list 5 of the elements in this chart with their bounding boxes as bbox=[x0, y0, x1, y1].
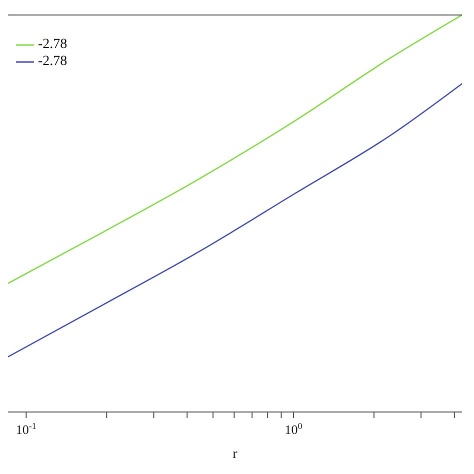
x-axis-title: r bbox=[232, 447, 238, 462]
x-tick-label: 10$^{-1}$ bbox=[16, 421, 36, 437]
legend-label: -2.78 bbox=[38, 53, 68, 70]
x-tick-label: 10$^{0}$ bbox=[284, 421, 303, 437]
legend-label: -2.78 bbox=[38, 36, 68, 53]
